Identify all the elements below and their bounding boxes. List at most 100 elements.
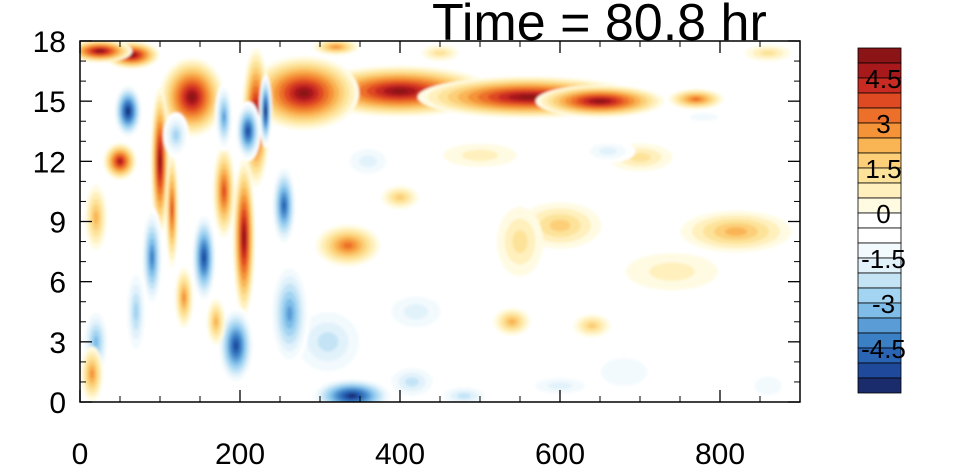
contour-feature <box>163 112 189 159</box>
contour-level <box>690 113 718 122</box>
contour-level <box>517 95 539 100</box>
contour-feature <box>214 82 234 152</box>
contour-level <box>343 242 353 249</box>
contour-feature <box>206 298 226 345</box>
y-tick-label: 9 <box>49 207 66 240</box>
contour-feature <box>497 206 543 277</box>
contour-feature <box>493 307 531 336</box>
colorbar: 4.5 3 1.5 0 -1.5 -3 -4.5 <box>857 47 906 394</box>
contour-feature <box>573 314 611 338</box>
contour-level <box>159 154 161 169</box>
contour-level <box>90 369 94 379</box>
contour-level <box>332 45 340 49</box>
contour-level <box>264 107 267 115</box>
contour-feature <box>535 85 665 118</box>
x-tick-label: 600 <box>535 438 585 471</box>
colorbar-label: -1.5 <box>861 244 906 274</box>
contour-feature <box>315 224 381 267</box>
contour-level <box>512 230 528 254</box>
contour-level <box>93 211 99 224</box>
contour-feature <box>680 210 792 253</box>
contour-feature <box>443 143 517 167</box>
contour-feature <box>248 56 360 131</box>
contour-level <box>93 336 99 348</box>
y-tick-label: 15 <box>33 86 66 119</box>
contour-feature <box>80 346 104 402</box>
contour-feature <box>310 377 394 402</box>
colorbar-label: 0 <box>876 199 890 229</box>
colorbar-box <box>857 182 902 199</box>
contour-level <box>317 332 339 352</box>
contour-level <box>601 358 647 386</box>
contour-feature <box>313 41 359 56</box>
contour-feature <box>379 288 453 335</box>
contour-feature <box>436 384 492 402</box>
contour-feature <box>124 265 148 358</box>
y-tick-label: 3 <box>49 327 66 360</box>
plot-area <box>79 40 801 403</box>
contour-feature <box>84 185 108 250</box>
contour-feature <box>269 260 310 367</box>
contour-level <box>508 319 516 325</box>
contour-level <box>457 393 471 399</box>
colorbar-box <box>857 272 902 289</box>
contour-feature <box>232 159 256 316</box>
y-tick-label: 18 <box>33 26 66 59</box>
colorbar-label: -3 <box>872 289 895 319</box>
x-tick-label: 200 <box>215 438 265 471</box>
colorbar-box <box>857 137 902 154</box>
y-tick-label: 12 <box>33 146 66 179</box>
contour-level <box>286 306 293 322</box>
contour-feature <box>165 151 179 268</box>
colorbar-box <box>857 362 902 379</box>
x-tick-label: 400 <box>375 438 425 471</box>
contour-level <box>298 89 310 97</box>
contour-feature <box>421 44 459 62</box>
contour-level <box>587 322 597 329</box>
contour-feature <box>80 41 133 63</box>
contour-level <box>405 377 419 387</box>
contour-feature <box>580 139 636 163</box>
contour-level <box>461 149 499 162</box>
contour-feature <box>578 344 670 400</box>
contour-level <box>433 50 447 56</box>
contour-level <box>171 202 173 217</box>
contour-feature <box>140 206 164 309</box>
contour-feature <box>340 142 396 180</box>
contour-level <box>234 341 238 350</box>
contour-feature <box>384 363 440 401</box>
contour-level <box>754 376 782 396</box>
contour-level <box>282 200 286 211</box>
colorbar-label: 3 <box>876 109 890 139</box>
x-tick-label: 800 <box>695 438 745 471</box>
contour-level <box>549 219 571 232</box>
contour-level <box>133 302 139 321</box>
contour-level <box>189 93 195 101</box>
contour-level <box>150 251 154 264</box>
colorbar-box <box>857 377 902 394</box>
contour-level <box>126 108 130 114</box>
contour-level <box>598 147 618 156</box>
contour-feature <box>523 374 597 398</box>
contour-level <box>692 97 700 101</box>
contour-feature <box>191 211 217 304</box>
contour-level <box>649 262 695 281</box>
colorbar-label: 1.5 <box>865 154 901 184</box>
contour-level <box>97 49 103 53</box>
x-axis: 0 200 400 600 800 <box>72 41 801 471</box>
colorbar-label: -4.5 <box>861 334 906 364</box>
colorbar-box <box>857 92 902 109</box>
contour-level <box>760 50 776 56</box>
contour-feature <box>740 367 796 402</box>
colorbar-box <box>857 317 902 334</box>
contour-level <box>214 317 218 327</box>
contour-level <box>222 112 226 123</box>
contour-level <box>182 292 186 303</box>
contour-feature <box>113 83 143 139</box>
contour-level <box>242 230 246 245</box>
contour-feature <box>259 74 273 149</box>
contour-feature <box>103 142 137 180</box>
contour-feature <box>626 253 718 291</box>
contour-level <box>222 185 226 198</box>
contour-feature <box>676 109 732 126</box>
